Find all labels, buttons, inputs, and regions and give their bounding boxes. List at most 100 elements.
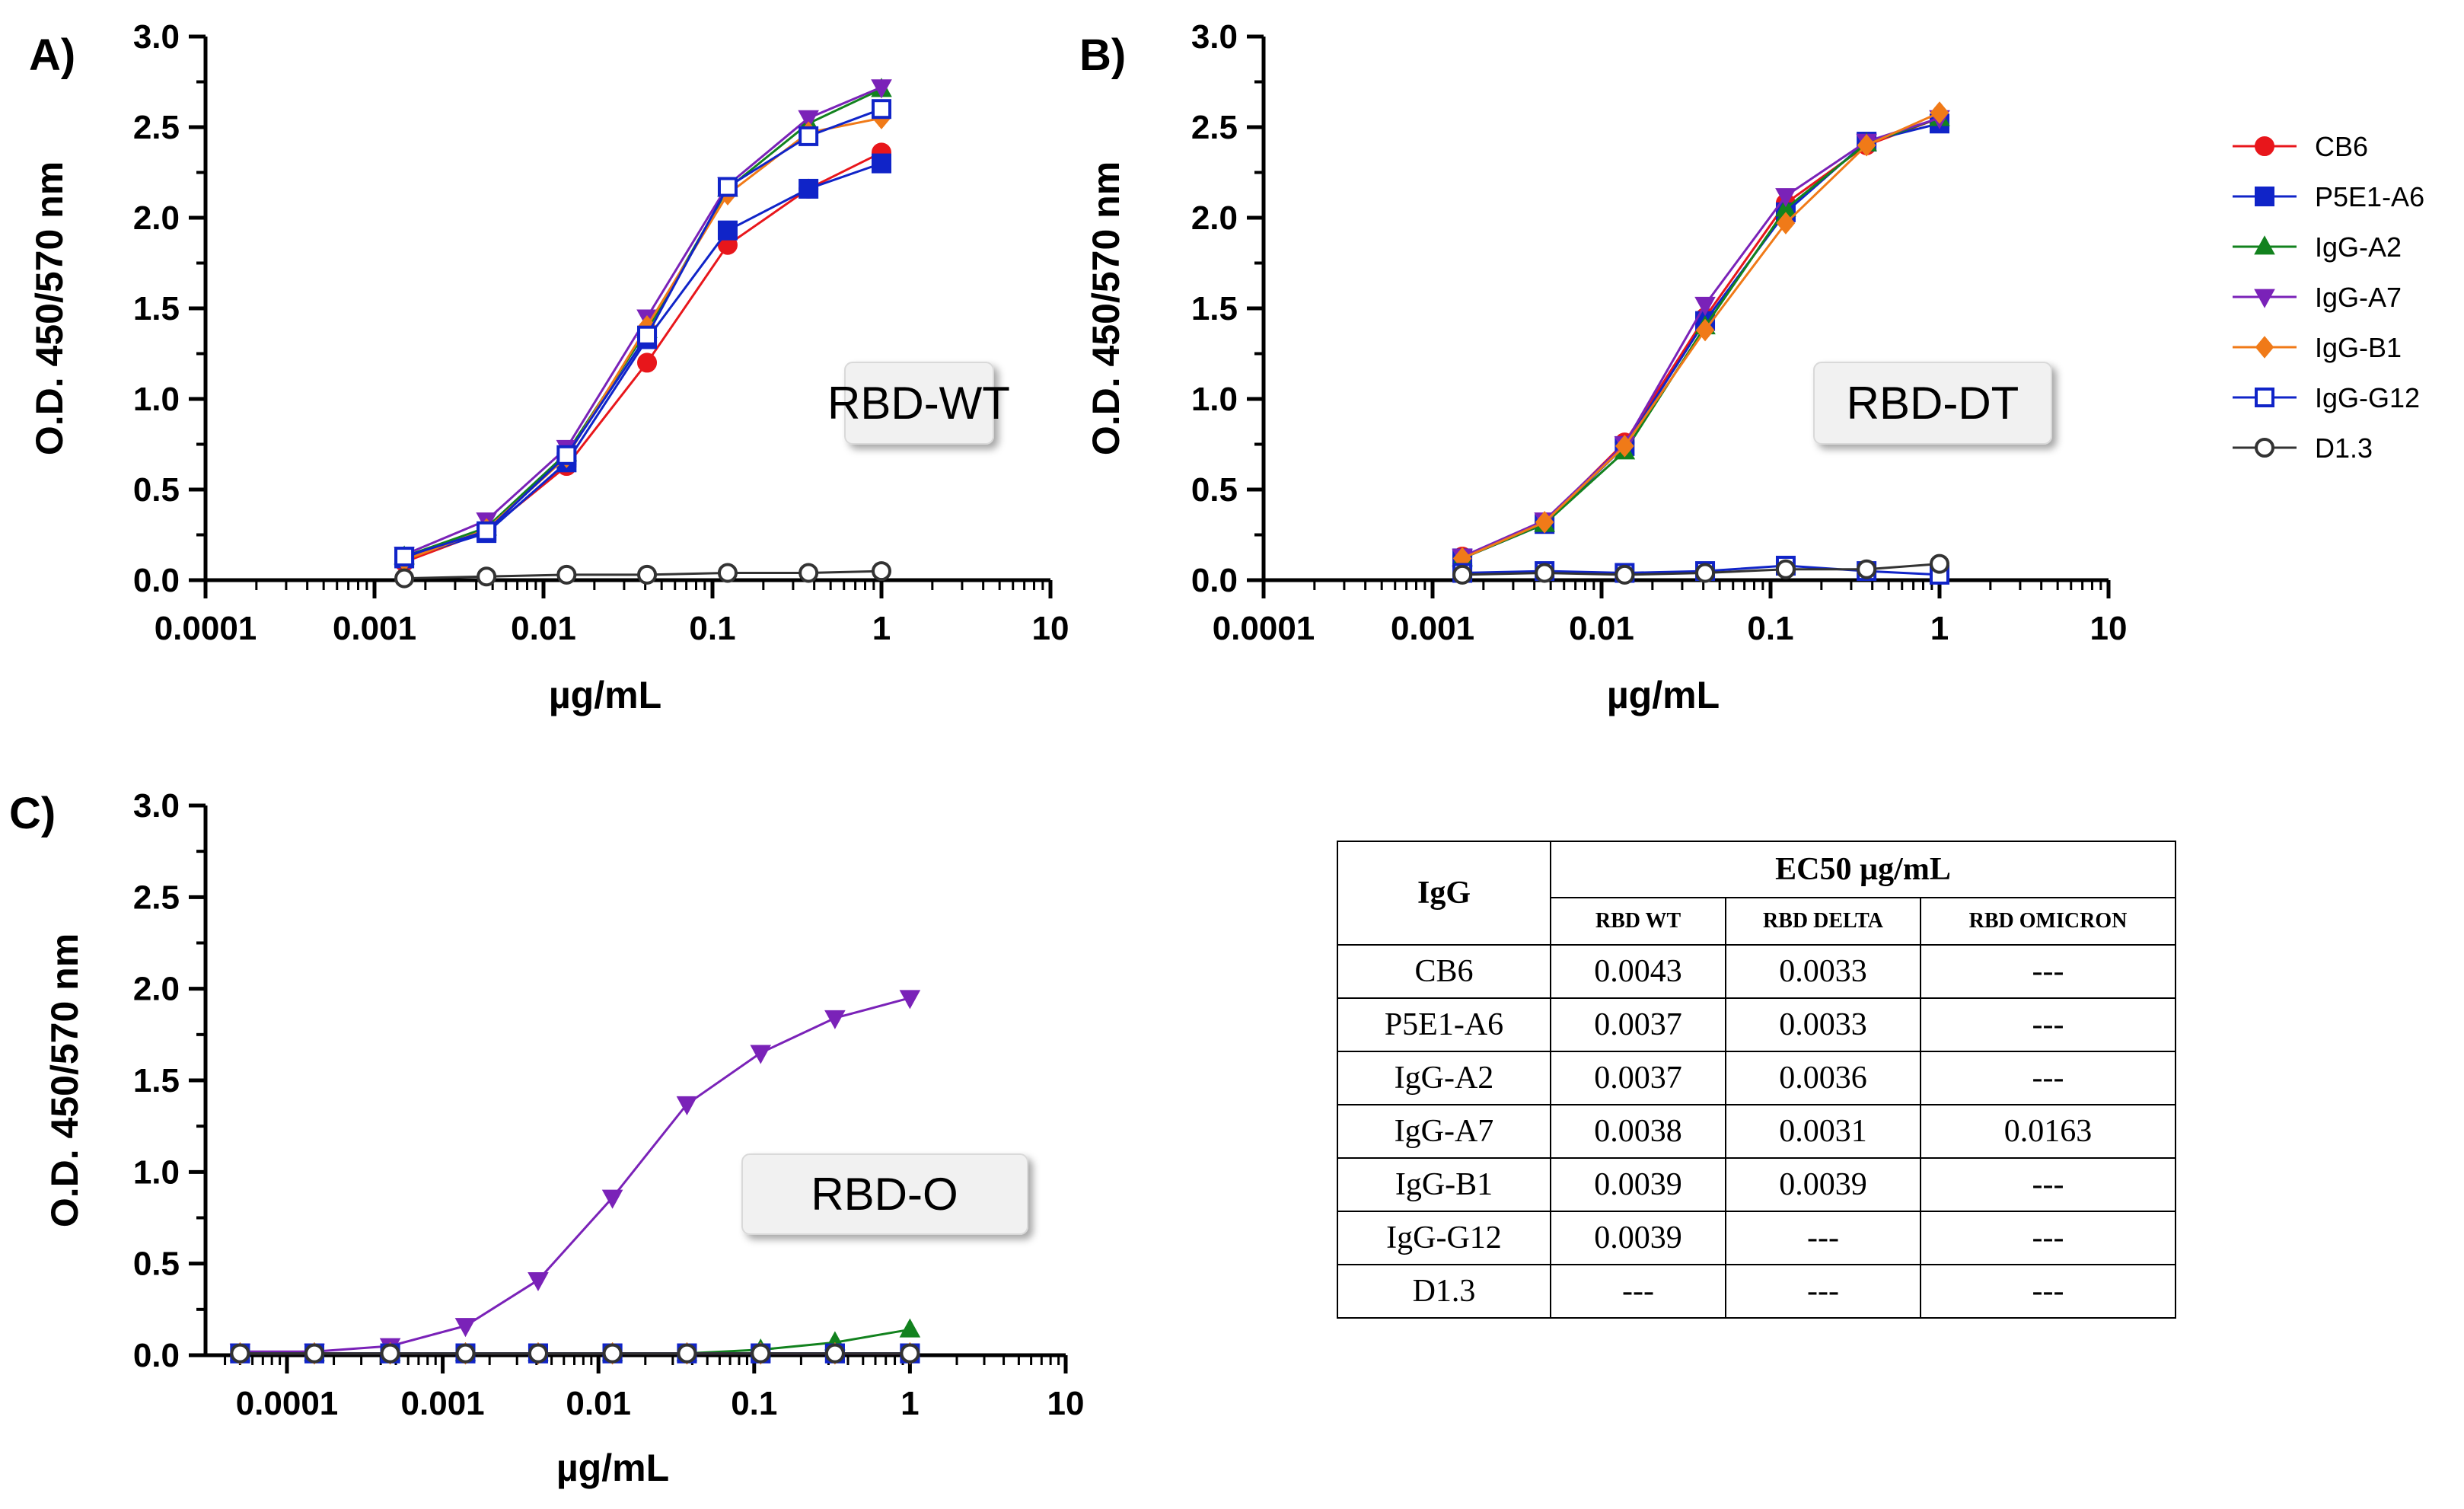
legend-label: IgG-B1 [2315, 332, 2402, 363]
y-tick-label: 0.5 [1191, 471, 1238, 509]
y-tick-label: 2.0 [133, 971, 180, 1008]
data-point-d1-3 [556, 564, 577, 585]
panel-letter-a: A) [29, 30, 75, 80]
table-cell-name: P5E1-A6 [1337, 997, 1551, 1052]
data-point-d1-3 [872, 561, 891, 582]
table-cell-name: CB6 [1337, 944, 1551, 999]
annotation-box-a-bg [844, 362, 994, 445]
table-cell-name: IgG-G12 [1337, 1211, 1551, 1265]
y-axis-title: O.D. 450/570 nm [28, 161, 71, 455]
y-tick-label: 2.5 [133, 879, 180, 916]
panel-letter-c: C) [9, 789, 56, 838]
data-point-d1-3 [1930, 554, 1949, 574]
x-tick-label: 1 [900, 1385, 919, 1422]
table-cell-wt: 0.0039 [1550, 1211, 1726, 1265]
table-subheader-omicron: RBD OMICRON [1920, 897, 2176, 946]
series-d1-3 [230, 1343, 920, 1364]
data-point-d1-3 [1775, 559, 1796, 579]
data-point-igg-g12 [556, 445, 577, 465]
annotation-box-a: RBD-WT [827, 362, 1010, 445]
series-line-p5e1-a6 [1462, 122, 1940, 560]
table-row: IgG-G12 0.0039 --- --- [1337, 1211, 2176, 1265]
data-point-igg-a7 [824, 1010, 846, 1029]
table-header-ec50: EC50 µg/mL [1550, 841, 2176, 898]
x-tick-label: 0.1 [731, 1385, 777, 1422]
data-point-igg-g12 [637, 325, 658, 346]
plot-area-a: 0.0 0.5 1.0 1.5 2.0 2.5 3.0 0.0001 0.001 0.01 0.1 1… [28, 18, 1069, 716]
data-point-d1-3 [1857, 559, 1877, 579]
y-axis-title: O.D. 450/570 nm [43, 933, 86, 1227]
data-point-d1-3 [380, 1343, 400, 1364]
table-cell-omicron: --- [1920, 944, 2176, 999]
series-igg-a7 [1452, 110, 1950, 568]
y-tick-label: 1.0 [133, 381, 180, 418]
series-d1-3 [1452, 554, 1949, 585]
table-cell-omicron: --- [1920, 997, 2176, 1052]
table-row: IgG-A7 0.0038 0.0031 0.0163 [1337, 1104, 2176, 1159]
data-point-igg-a7 [899, 990, 921, 1010]
table-cell-omicron: --- [1920, 1051, 2176, 1105]
annotation-label-c: RBD-O [811, 1169, 958, 1220]
data-point-igg-b1 [1930, 101, 1949, 124]
chart-panel-c: C) 0.00.51.01.52.02.53.00.0001 0.001 0.01 0… [9, 787, 1084, 1489]
plot-area-b: 0.0 0.5 1.0 1.5 2.0 2.5 3.0 0.0001 0.001 0.01 0.1 1… [1085, 18, 2127, 716]
legend-label: IgG-G12 [2315, 382, 2420, 413]
y-tick-label: 3.0 [1191, 18, 1238, 56]
legend-item-cb6: CB6 [2233, 131, 2368, 162]
x-tick-label: 0.0001 [1213, 610, 1315, 647]
x-tick-label: 10 [1032, 610, 1069, 647]
data-point-d1-3 [1535, 563, 1555, 583]
legend-label: D1.3 [2315, 432, 2373, 464]
data-point-igg-a7 [676, 1096, 698, 1116]
data-point-igg-b1 [1535, 511, 1554, 534]
data-point-d1-3 [824, 1343, 845, 1364]
data-point-d1-3 [798, 563, 819, 583]
data-point-p5e1-a6 [798, 178, 819, 199]
y-tick-label: 0.0 [1191, 562, 1238, 599]
table-cell-wt: 0.0038 [1550, 1104, 1726, 1159]
annotation-label-b: RBD-DT [1847, 378, 2019, 429]
table-cell-wt: --- [1550, 1264, 1726, 1319]
table-row: IgG-B1 0.0039 0.0039 --- [1337, 1157, 2176, 1212]
data-point-igg-g12 [872, 99, 891, 120]
table-cell-wt: 0.0037 [1550, 1051, 1726, 1105]
x-tick-label: 1 [872, 610, 891, 647]
x-tick-label: 10 [2090, 610, 2128, 647]
data-point-p5e1-a6 [872, 153, 891, 174]
annotation-label-a: RBD-WT [827, 378, 1010, 429]
y-tick-label: 2.5 [1191, 109, 1238, 146]
series-igg-b1 [1452, 101, 1949, 570]
data-point-d1-3 [717, 563, 738, 583]
data-point-igg-g12 [798, 126, 819, 146]
table-cell-omicron: --- [1920, 1211, 2176, 1265]
data-point-igg-g12 [717, 177, 738, 197]
data-point-igg-a7 [454, 1318, 477, 1338]
legend-item-igg-b1: IgG-B1 [2233, 332, 2402, 363]
x-tick-label: 0.001 [333, 610, 416, 647]
legend-item-p5e1-a6: P5E1-A6 [2233, 181, 2424, 212]
x-axis-title: µg/mL [556, 1447, 669, 1489]
y-tick-label: 1.0 [133, 1153, 180, 1191]
data-point-d1-3 [528, 1343, 548, 1364]
data-point-igg-a7 [750, 1045, 772, 1064]
data-point-igg-a2 [899, 1318, 921, 1338]
table-cell-delta: 0.0033 [1725, 997, 1921, 1052]
legend-marker-igg-a7 [2254, 289, 2275, 308]
x-tick-label: 0.001 [401, 1385, 485, 1422]
y-tick-label: 2.0 [133, 199, 180, 237]
y-tick-label: 1.5 [133, 290, 180, 327]
data-point-igg-b1 [1776, 212, 1796, 234]
legend-marker-d1-3 [2255, 438, 2274, 458]
table-cell-wt: 0.0043 [1550, 944, 1726, 999]
table-cell-delta: --- [1725, 1211, 1921, 1265]
y-tick-label: 3.0 [133, 787, 180, 825]
x-tick-label: 10 [1047, 1385, 1085, 1422]
x-tick-label: 0.0001 [155, 610, 257, 647]
table-cell-delta: --- [1725, 1264, 1921, 1319]
data-point-igg-a7 [871, 79, 892, 99]
x-tick-label: 0.001 [1391, 610, 1474, 647]
series-line-igg-a2 [1462, 116, 1940, 560]
table-cell-name: IgG-A7 [1337, 1104, 1551, 1159]
x-tick-label: 0.0001 [236, 1385, 339, 1422]
